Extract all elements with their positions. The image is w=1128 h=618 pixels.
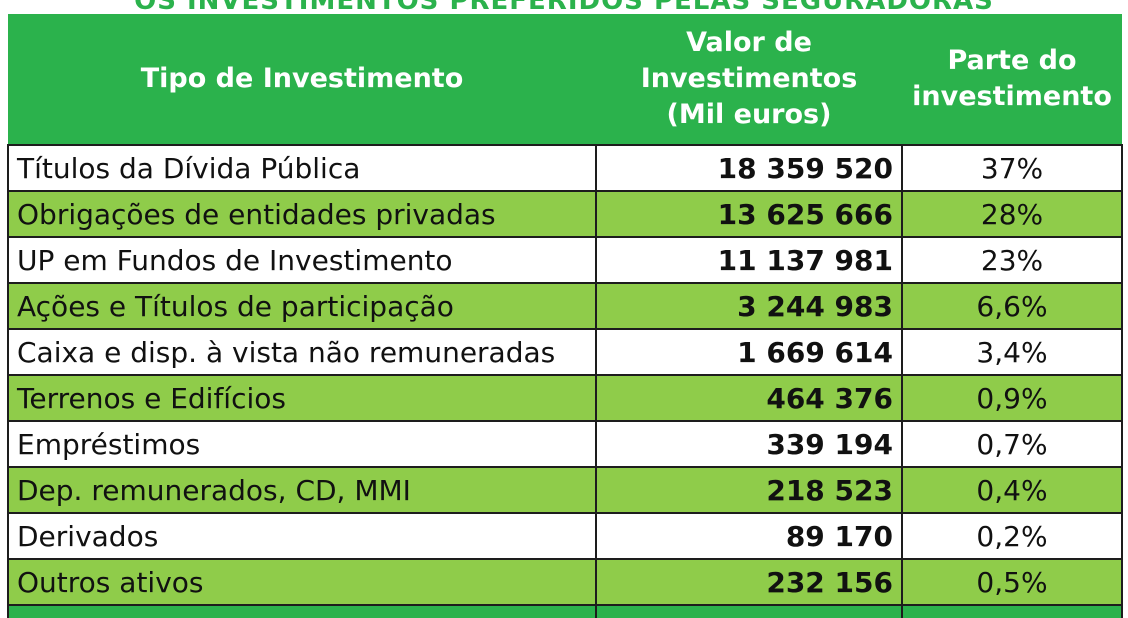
header-share-line-1: Parte do bbox=[947, 45, 1077, 76]
investment-share-cell: 23% bbox=[901, 236, 1123, 284]
investments-table: Tipo de Investimento Valor de Investimen… bbox=[7, 14, 1123, 618]
investment-value-cell: 89 170 bbox=[595, 512, 903, 560]
table-row: Dep. remunerados, CD, MMI 218 523 0,4% bbox=[7, 466, 1123, 514]
investment-type-cell: Terrenos e Edifícios bbox=[7, 374, 597, 422]
investment-share-cell: 0,7% bbox=[901, 420, 1123, 468]
footer-cell bbox=[901, 604, 1123, 618]
investment-value-cell: 3 244 983 bbox=[595, 282, 903, 330]
investment-type-cell: UP em Fundos de Investimento bbox=[7, 236, 597, 284]
header-investment-share: Parte do investimento bbox=[902, 14, 1122, 145]
table-row: Títulos da Dívida Pública 18 359 520 37% bbox=[7, 144, 1123, 192]
table-row: Ações e Títulos de participação 3 244 983… bbox=[7, 282, 1123, 330]
footer-cell bbox=[595, 604, 903, 618]
title-strip: OS INVESTIMENTOS PREFERIDOS PELAS SEGURA… bbox=[0, 0, 1128, 14]
investment-type-cell: Obrigações de entidades privadas bbox=[7, 190, 597, 238]
table-row: Caixa e disp. à vista não remuneradas 1 6… bbox=[7, 328, 1123, 376]
investment-value-cell: 218 523 bbox=[595, 466, 903, 514]
header-investment-value: Valor de Investimentos (Mil euros) bbox=[596, 14, 902, 145]
investment-share-cell: 0,5% bbox=[901, 558, 1123, 606]
header-value-line-2: Investimentos bbox=[640, 63, 858, 94]
investment-type-cell: Empréstimos bbox=[7, 420, 597, 468]
investment-share-cell: 6,6% bbox=[901, 282, 1123, 330]
header-row: Tipo de Investimento Valor de Investimen… bbox=[8, 14, 1122, 145]
investment-type-cell: Dep. remunerados, CD, MMI bbox=[7, 466, 597, 514]
investment-value-cell: 339 194 bbox=[595, 420, 903, 468]
investment-type-cell: Derivados bbox=[7, 512, 597, 560]
table-footer-row bbox=[7, 604, 1123, 618]
table-title: OS INVESTIMENTOS PREFERIDOS PELAS SEGURA… bbox=[0, 0, 1128, 14]
footer-cell bbox=[7, 604, 597, 618]
investment-value-cell: 13 625 666 bbox=[595, 190, 903, 238]
investment-share-cell: 28% bbox=[901, 190, 1123, 238]
table-body: Títulos da Dívida Pública 18 359 520 37% Ob… bbox=[7, 144, 1123, 618]
header-share-line-2: investimento bbox=[912, 81, 1112, 112]
table-row: UP em Fundos de Investimento 11 137 981 23… bbox=[7, 236, 1123, 284]
investment-share-cell: 37% bbox=[901, 144, 1123, 192]
investment-share-cell: 3,4% bbox=[901, 328, 1123, 376]
investment-type-cell: Caixa e disp. à vista não remuneradas bbox=[7, 328, 597, 376]
header-value-line-1: Valor de bbox=[686, 27, 812, 58]
investment-type-cell: Títulos da Dívida Pública bbox=[7, 144, 597, 192]
table-row: Terrenos e Edifícios 464 376 0,9% bbox=[7, 374, 1123, 422]
table-row: Outros ativos 232 156 0,5% bbox=[7, 558, 1123, 606]
investment-share-cell: 0,2% bbox=[901, 512, 1123, 560]
investment-share-cell: 0,4% bbox=[901, 466, 1123, 514]
header-investment-type: Tipo de Investimento bbox=[8, 14, 596, 145]
table-row: Derivados 89 170 0,2% bbox=[7, 512, 1123, 560]
investment-share-cell: 0,9% bbox=[901, 374, 1123, 422]
investment-type-cell: Outros ativos bbox=[7, 558, 597, 606]
investment-value-cell: 18 359 520 bbox=[595, 144, 903, 192]
header-value-line-3: (Mil euros) bbox=[666, 99, 832, 130]
investment-value-cell: 232 156 bbox=[595, 558, 903, 606]
investment-value-cell: 1 669 614 bbox=[595, 328, 903, 376]
investment-value-cell: 11 137 981 bbox=[595, 236, 903, 284]
table-row: Empréstimos 339 194 0,7% bbox=[7, 420, 1123, 468]
investment-type-cell: Ações e Títulos de participação bbox=[7, 282, 597, 330]
table-row: Obrigações de entidades privadas 13 625 6… bbox=[7, 190, 1123, 238]
investment-value-cell: 464 376 bbox=[595, 374, 903, 422]
